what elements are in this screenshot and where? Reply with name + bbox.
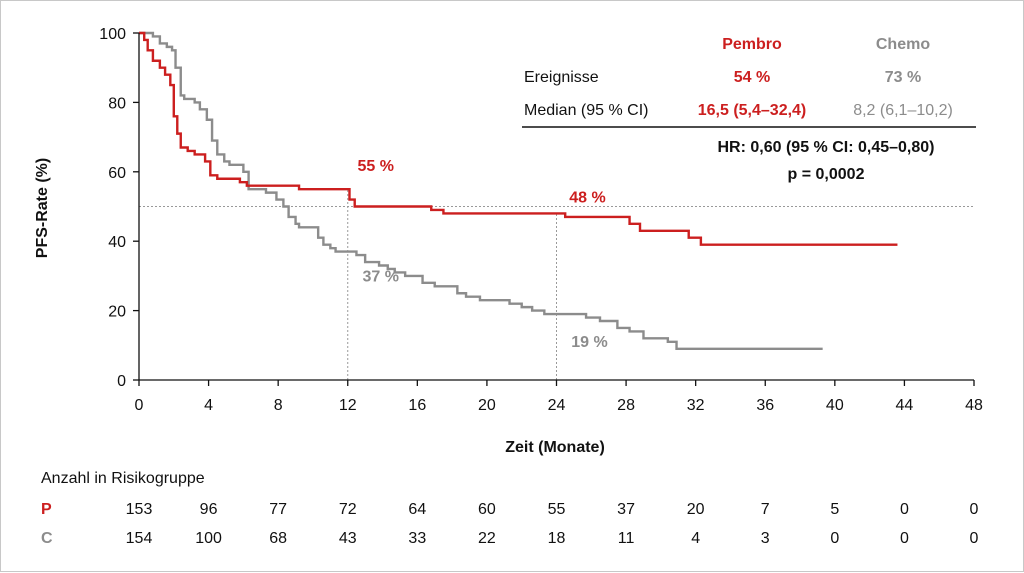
risk-cell: 154 [126,530,153,547]
x-tick-label: 28 [617,397,635,414]
landmark-label-chemo: 19 % [571,334,607,351]
x-tick-label: 32 [687,397,705,414]
y-tick-label: 60 [108,165,126,182]
legend-col-chemo: Chemo [876,36,930,53]
x-tick-label: 40 [826,397,844,414]
risk-cell: 68 [269,530,287,547]
x-tick-label: 24 [548,397,566,414]
landmark-label-pembro: 48 % [569,189,605,206]
legend-row-events-chemo: 73 % [885,69,921,86]
legend-row-median-label: Median (95 % CI) [524,102,649,119]
x-tick-label: 44 [896,397,914,414]
risk-cell: 100 [195,530,222,547]
series-line-pembro [139,31,898,246]
risk-row-label-p: P [41,501,52,518]
risk-cell: 153 [126,501,153,518]
hazard-ratio: HR: 0,60 (95 % CI: 0,45–0,80) [718,139,935,156]
x-tick-label: 0 [135,397,144,414]
risk-cell: 18 [548,530,566,547]
risk-cell: 0 [900,530,909,547]
p-value: p = 0,0002 [788,166,865,183]
x-tick-label: 36 [756,397,774,414]
risk-cell: 0 [970,501,979,518]
y-tick-label: 20 [108,304,126,321]
x-axis-label: Zeit (Monate) [505,439,605,456]
risk-cell: 64 [408,501,426,518]
risk-row-label-c: C [41,530,53,547]
risk-cell: 0 [830,530,839,547]
legend-row-median-chemo: 8,2 (6,1–10,2) [853,102,953,119]
x-tick-label: 20 [478,397,496,414]
risk-cell: 33 [408,530,426,547]
y-tick-label: 100 [99,26,126,43]
y-tick-label: 40 [108,234,126,251]
risk-cell: 55 [548,501,566,518]
risk-cell: 20 [687,501,705,518]
risk-cell: 5 [830,501,839,518]
risk-cell: 3 [761,530,770,547]
risk-cell: 96 [200,501,218,518]
survival-curves [139,31,898,350]
x-tick-label: 4 [204,397,213,414]
x-tick-label: 8 [274,397,283,414]
legend-col-pembro: Pembro [722,36,782,53]
risk-cell: 60 [478,501,496,518]
x-tick-label: 48 [965,397,983,414]
landmark-label-pembro: 55 % [358,158,394,175]
risk-cell: 0 [970,530,979,547]
legend-row-events-label: Ereignisse [524,69,599,86]
legend-row-events-pembro: 54 % [734,69,770,86]
risk-cell: 77 [269,501,287,518]
risk-cell: 7 [761,501,770,518]
risk-cell: 11 [618,530,635,547]
risk-table-title: Anzahl in Risikogruppe [41,470,205,487]
x-tick-label: 16 [408,397,426,414]
landmark-labels: 55 % 37 % 48 % 19 % [358,158,608,351]
risk-cell: 22 [478,530,496,547]
guide-lines [139,189,974,380]
risk-cell: 4 [691,530,700,547]
risk-cell: 0 [900,501,909,518]
risk-cell: 43 [339,530,357,547]
y-tick-label: 0 [117,373,126,390]
x-tick-label: 12 [339,397,357,414]
series-line-chemo [139,31,823,350]
risk-cell: 37 [617,501,635,518]
y-axis-label: PFS-Rate (%) [34,158,51,258]
legend-row-median-pembro: 16,5 (5,4–32,4) [698,102,807,119]
y-tick-label: 80 [108,95,126,112]
landmark-label-chemo: 37 % [363,269,399,286]
risk-table: P 153 96 77 72 64 60 55 37 20 7 5 0 0C 154 100 68 43 33 22 1… [41,501,979,547]
risk-cell: 72 [339,501,357,518]
